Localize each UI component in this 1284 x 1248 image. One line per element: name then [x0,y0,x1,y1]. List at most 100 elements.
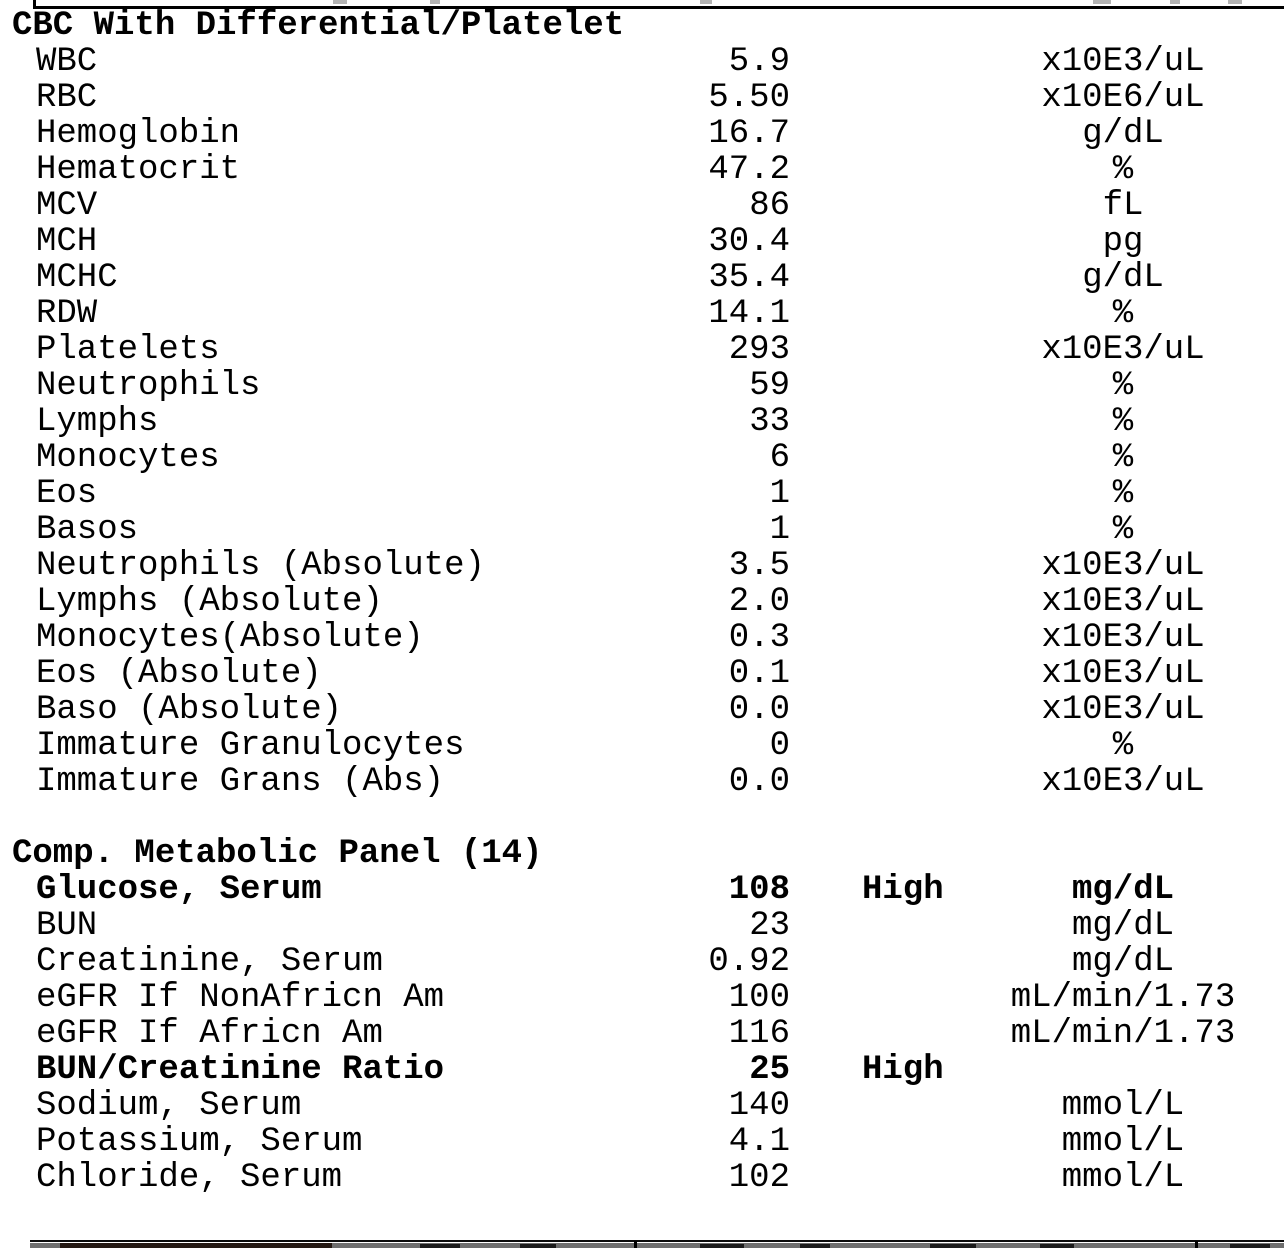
units-cell: % [1112,511,1134,549]
test-name-cell: WBC [36,44,98,80]
result-cell: 16.7 [708,115,790,153]
result-cell: 4.1 [728,1123,790,1161]
result-cell: 35.4 [708,259,790,297]
cutoff-text-artifact [1093,0,1111,4]
result-cell: 100 [728,979,790,1017]
result-cell: 102 [728,1159,790,1197]
test-name-cell: Monocytes [36,440,220,476]
units-cell: % [1112,403,1134,441]
table-row: Baso (Absolute) 0.0 x10E3/uL [0,692,1284,728]
result-cell: 47.2 [708,151,790,189]
flag-cell [790,224,962,260]
table-row: Monocytes 6 % [0,440,1284,476]
cutoff-column-divider [634,1241,637,1248]
result-cell: 1 [769,511,790,549]
units-cell: x10E6/uL [1041,79,1205,117]
result-cell: 293 [728,331,790,369]
test-name-cell: RDW [36,296,98,332]
test-name-cell: Platelets [36,332,220,368]
units-cell: mL/min/1.73 [1010,1015,1236,1053]
test-name-cell: Lymphs (Absolute) [36,584,383,620]
table-row: Neutrophils (Absolute) 3.5 x10E3/uL [0,548,1284,584]
test-name-cell: Sodium, Serum [36,1088,302,1124]
test-name-cell: Creatinine, Serum [36,944,383,980]
test-name-cell: Baso (Absolute) [36,692,343,728]
table-row: RBC 5.50 x10E6/uL [0,80,1284,116]
flag-cell [790,260,962,296]
result-cell: 0.92 [708,943,790,981]
test-name-cell: eGFR If NonAfricn Am [36,980,445,1016]
test-name-cell: Neutrophils (Absolute) [36,548,485,584]
result-cell: 5.50 [708,79,790,117]
units-cell: x10E3/uL [1041,583,1205,621]
panel-cmp: Comp. Metabolic Panel (14) Glucose, Seru… [0,836,1284,1196]
flag-cell [790,1124,962,1160]
table-row: MCV 86 fL [0,188,1284,224]
test-name-cell: RBC [36,80,98,116]
result-cell: 33 [749,403,790,441]
result-cell: 0.3 [728,619,790,657]
table-row: Eos (Absolute) 0.1 x10E3/uL [0,656,1284,692]
units-cell: % [1112,151,1134,189]
table-row: Eos 1 % [0,476,1284,512]
result-cell: 86 [749,187,790,225]
flag-cell [790,368,962,404]
result-cell: 30.4 [708,223,790,261]
cutoff-text-artifact [420,1244,460,1248]
cutoff-text-artifact [520,1244,556,1248]
cutoff-box-corner [33,0,36,9]
result-cell: 0.0 [728,763,790,801]
test-name-cell: Eos (Absolute) [36,656,322,692]
cutoff-text-artifact [930,1244,976,1248]
units-cell: g/dL [1082,259,1164,297]
flag-cell [790,980,962,1016]
result-cell: 0.0 [728,691,790,729]
units-cell: % [1112,439,1134,477]
flag-cell [790,764,962,800]
cutoff-text-artifact [1228,0,1242,4]
table-row: BUN/Creatinine Ratio 25 High [0,1052,1284,1088]
cutoff-text-artifact [430,0,440,4]
flag-cell [790,332,962,368]
flag-cell: High [862,871,944,909]
table-row: Hemoglobin 16.7 g/dL [0,116,1284,152]
result-cell: 14.1 [708,295,790,333]
cutoff-text-artifact [1230,1244,1270,1248]
table-row: Glucose, Serum 108 High mg/dL [0,872,1284,908]
test-name-cell: Hemoglobin [36,116,241,152]
units-cell: % [1112,475,1134,513]
units-cell: x10E3/uL [1041,691,1205,729]
table-row: Neutrophils 59 % [0,368,1284,404]
table-row: eGFR If NonAfricn Am 100 mL/min/1.73 [0,980,1284,1016]
table-row: Basos 1 % [0,512,1284,548]
cutoff-text-artifact [1040,1244,1074,1248]
flag-cell [790,1088,962,1124]
units-cell: fL [1102,187,1144,225]
units-cell: x10E3/uL [1041,331,1205,369]
flag-cell [790,908,962,944]
table-row: eGFR If Africn Am 116 mL/min/1.73 [0,1016,1284,1052]
units-cell: % [1112,727,1134,765]
result-cell: 0 [769,727,790,765]
result-cell: 2.0 [728,583,790,621]
table-row: Lymphs (Absolute) 2.0 x10E3/uL [0,584,1284,620]
table-row: Creatinine, Serum 0.92 mg/dL [0,944,1284,980]
flag-cell [790,728,962,764]
panel-title: CBC With Differential/Platelet [12,7,625,45]
cutoff-next-table-band [30,1243,1284,1248]
cutoff-text-artifact [1170,0,1180,4]
flag-cell [790,1016,962,1052]
units-cell: pg [1102,223,1144,261]
test-name-cell: Chloride, Serum [36,1160,343,1196]
table-row: WBC 5.9 x10E3/uL [0,44,1284,80]
flag-cell [790,584,962,620]
table-row: Monocytes(Absolute) 0.3 x10E3/uL [0,620,1284,656]
test-name-cell: MCHC [36,260,118,296]
table-row: Immature Granulocytes 0 % [0,728,1284,764]
result-cell: 23 [749,907,790,945]
flag-cell [790,296,962,332]
cutoff-text-artifact [800,1244,830,1248]
flag-cell [790,44,962,80]
flag-cell [790,548,962,584]
units-cell: g/dL [1082,115,1164,153]
